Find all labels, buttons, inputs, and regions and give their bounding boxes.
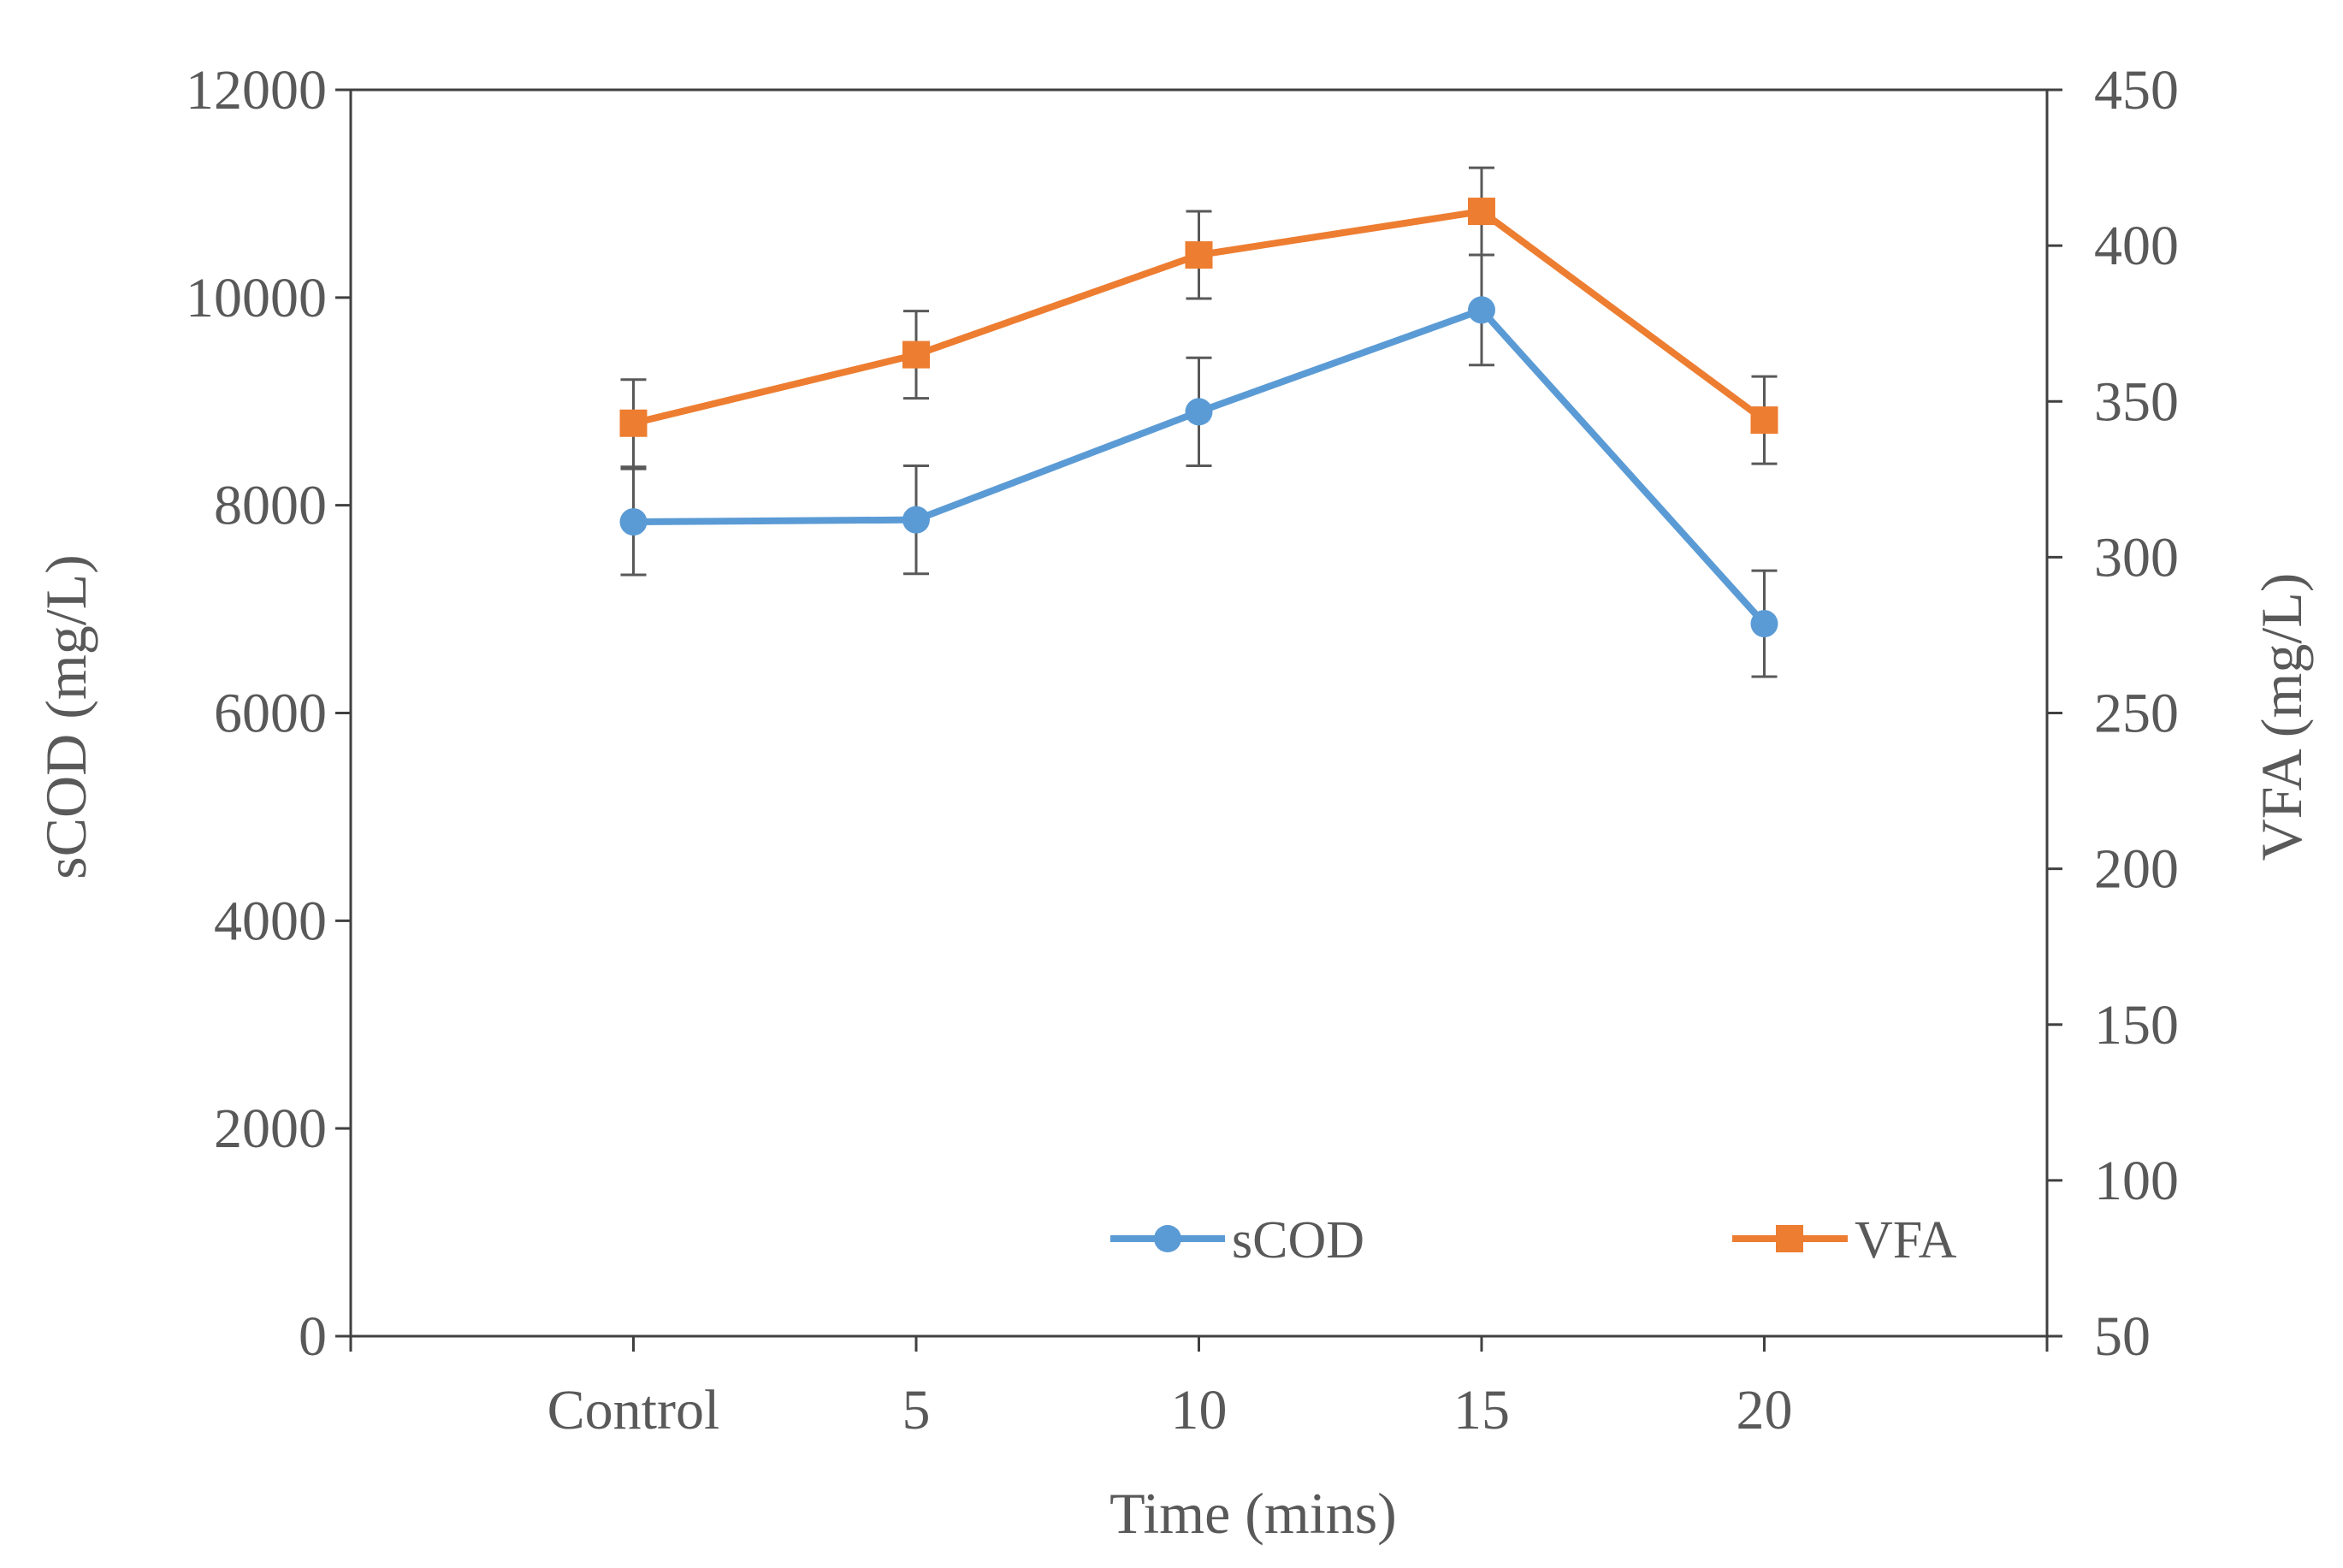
legend-scod-marker [1154, 1225, 1181, 1252]
legend-scod-label: sCOD [1232, 1211, 1364, 1269]
scod-data-point [902, 506, 930, 534]
y-tick-label-right: 300 [2094, 526, 2179, 589]
x-axis-title: Time (mins) [1109, 1481, 1397, 1546]
legend-vfa-marker [1776, 1225, 1803, 1252]
vfa-data-point [1468, 198, 1495, 226]
y-tick-label-right: 400 [2094, 215, 2179, 277]
y-tick-label-left: 12000 [186, 59, 327, 121]
x-tick-label: 15 [1453, 1379, 1510, 1441]
scod-data-point [1750, 610, 1778, 638]
scod-data-point [619, 508, 648, 536]
scod-data-point [1185, 398, 1213, 426]
x-tick-label: 5 [902, 1379, 931, 1441]
y-tick-label-left: 4000 [214, 890, 327, 952]
vfa-data-point [619, 409, 648, 437]
y-tick-label-left: 2000 [214, 1098, 327, 1160]
y-tick-label-right: 100 [2094, 1150, 2179, 1212]
y-tick-label-right: 150 [2094, 994, 2179, 1056]
y-tick-label-left: 10000 [186, 267, 327, 329]
y-tick-label-right: 50 [2094, 1305, 2151, 1368]
y-tick-label-right: 450 [2094, 59, 2179, 121]
legend-vfa-label: VFA [1855, 1211, 1957, 1269]
y-tick-label-left: 6000 [214, 683, 327, 745]
y-tick-label-right: 350 [2094, 370, 2179, 433]
x-tick-label: 10 [1171, 1379, 1228, 1441]
y-tick-label-left: 0 [299, 1305, 327, 1368]
axes-layer: 0 2000 4000 6000 8000 10000 12000 50 100 150 200 25… [186, 59, 2179, 1441]
x-tick-label: Control [547, 1379, 720, 1441]
y-axis-title-left: sCOD (mg/L) [33, 554, 98, 879]
vfa-data-point [902, 340, 930, 369]
y-axis-title-right: VFA (mg/L) [2249, 573, 2314, 861]
y-tick-label-right: 250 [2094, 683, 2179, 745]
y-tick-label-right: 200 [2094, 838, 2179, 901]
y-tick-label-left: 8000 [214, 475, 327, 537]
vfa-data-point [1185, 241, 1213, 269]
vfa-data-point [1750, 406, 1778, 435]
x-tick-label: 20 [1737, 1379, 1793, 1441]
scod-data-point [1468, 296, 1495, 324]
legend: sCOD VFA [1110, 1211, 1957, 1269]
series-layer [619, 198, 1778, 638]
